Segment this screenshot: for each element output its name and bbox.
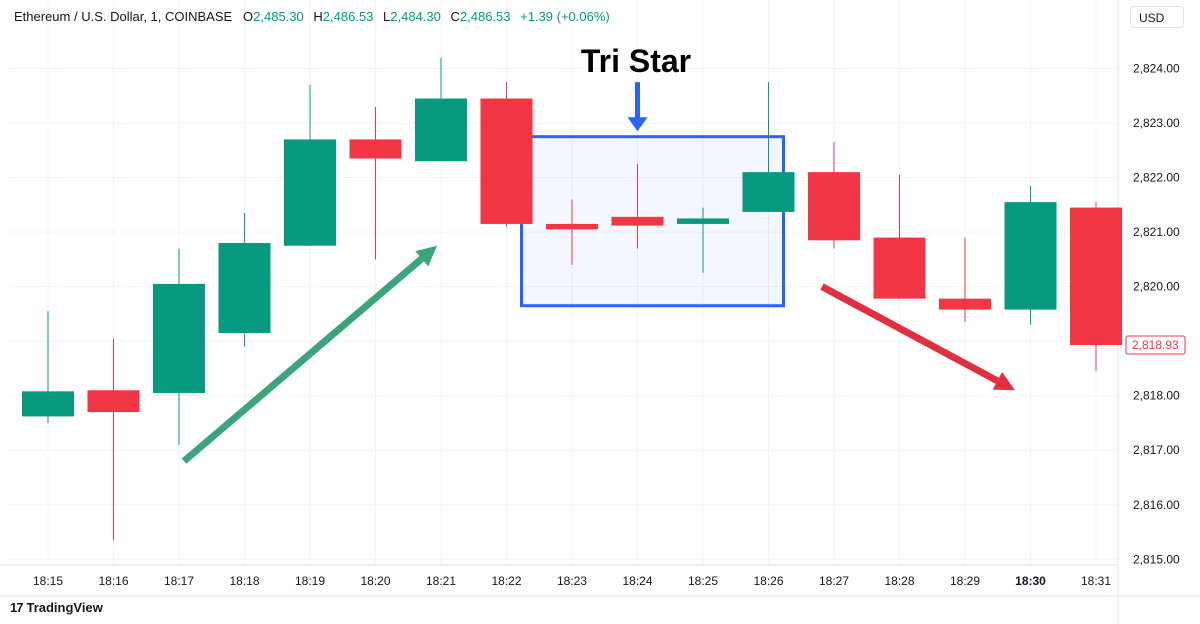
candle-body xyxy=(349,139,402,159)
brand-name: TradingView xyxy=(26,600,103,615)
last-price-tag: 2,818.93 xyxy=(1125,335,1186,355)
candle-body xyxy=(546,223,598,230)
y-tick-label: 2,822.00 xyxy=(1133,171,1180,185)
x-tick-label: 18:25 xyxy=(688,574,718,588)
candle xyxy=(1004,185,1057,325)
last-price-label: 2,818.93 xyxy=(1132,338,1179,352)
x-tick-label: 18:21 xyxy=(426,574,456,588)
open-value: 2,485.30 xyxy=(253,9,304,24)
x-tick-label: 18:29 xyxy=(950,574,980,588)
x-tick-label: 18:19 xyxy=(295,574,325,588)
candle-body xyxy=(611,216,664,226)
candle xyxy=(284,84,336,246)
trend-up-arrow-shaft xyxy=(181,256,425,464)
candle-body xyxy=(1004,202,1057,310)
candle-body xyxy=(87,390,140,413)
y-axis-labels: 2,815.002,816.002,817.002,818.002,819.00… xyxy=(1133,62,1180,567)
trend-down-arrow-head xyxy=(992,371,1015,391)
symbol-name: Ethereum / U.S. Dollar, 1, COINBASE xyxy=(14,9,233,24)
candle xyxy=(87,338,140,541)
candle-body xyxy=(153,283,205,393)
candle xyxy=(939,237,991,323)
x-tick-label: 18:24 xyxy=(622,574,652,588)
high-label: H xyxy=(313,9,323,24)
y-tick-label: 2,821.00 xyxy=(1133,225,1180,239)
candle-body xyxy=(808,172,860,241)
pointer-arrow-head xyxy=(627,117,648,132)
x-tick-label: 18:23 xyxy=(557,574,587,588)
candle xyxy=(808,142,860,249)
candle xyxy=(677,207,729,274)
x-axis-labels: 18:15 18:16 18:17 18:18 18:19 18:20 18:21 18:22… xyxy=(33,574,1111,588)
candle xyxy=(480,82,533,227)
x-tick-label: 18:16 xyxy=(98,574,128,588)
candle xyxy=(218,213,271,347)
low-value: 2,484.30 xyxy=(390,9,441,24)
x-tick-label: 18:20 xyxy=(360,574,390,588)
x-tick-label: 18:18 xyxy=(229,574,259,588)
candle xyxy=(349,106,402,260)
trend-down-arrow-shaft xyxy=(820,283,1000,384)
x-tick-label: 18:22 xyxy=(491,574,521,588)
candle-body xyxy=(22,391,74,417)
x-tick-label: 18:17 xyxy=(164,574,194,588)
tradingview-logo-icon: 17 xyxy=(10,600,24,615)
candle-body xyxy=(677,218,729,224)
high-value: 2,486.53 xyxy=(322,9,374,24)
candle-body xyxy=(939,298,991,310)
candle-body xyxy=(1070,207,1122,345)
tradingview-brand: 17 TradingView xyxy=(10,600,103,615)
x-tick-label: 18:28 xyxy=(884,574,914,588)
candle-body xyxy=(480,98,533,224)
trend-arrows xyxy=(181,82,1015,464)
low-label: L xyxy=(383,9,391,24)
y-tick-label: 2,816.00 xyxy=(1133,498,1180,512)
candle-body xyxy=(415,98,467,162)
candle xyxy=(873,174,926,299)
y-tick-label: 2,818.00 xyxy=(1133,389,1180,403)
x-tick-label: 18:31 xyxy=(1081,574,1111,588)
close-value: 2,486.53 xyxy=(459,9,511,24)
y-tick-label: 2,817.00 xyxy=(1133,443,1180,457)
candle xyxy=(415,57,467,162)
candle-body xyxy=(218,243,271,333)
candle-body xyxy=(873,237,926,299)
candle xyxy=(546,199,598,265)
y-tick-label: 2,820.00 xyxy=(1133,280,1180,294)
candle xyxy=(22,311,74,423)
close-label: C xyxy=(450,9,460,24)
change-value: +1.39 (+0.06%) xyxy=(520,9,610,24)
currency-button[interactable]: USD xyxy=(1130,6,1184,28)
ohlc-legend: Ethereum / U.S. Dollar, 1, COINBASE O2,4… xyxy=(14,9,610,24)
y-tick-label: 2,824.00 xyxy=(1133,62,1180,76)
candle xyxy=(153,248,205,445)
x-tick-label: 18:26 xyxy=(753,574,783,588)
candles xyxy=(22,57,1122,541)
annotation-title: Tri Star xyxy=(581,43,691,79)
trend-up-arrow-head xyxy=(415,245,437,267)
candle-body xyxy=(284,139,336,246)
y-tick-label: 2,823.00 xyxy=(1133,116,1180,130)
x-tick-label: 18:27 xyxy=(819,574,849,588)
candle xyxy=(611,163,664,249)
open-label: O xyxy=(243,9,254,24)
x-tick-label: 18:30 xyxy=(1015,574,1046,588)
candle xyxy=(742,82,795,212)
y-tick-label: 2,815.00 xyxy=(1133,552,1180,566)
x-tick-label: 18:15 xyxy=(33,574,63,588)
candle-body xyxy=(742,172,795,212)
candle xyxy=(1070,202,1122,372)
last-price-box xyxy=(1125,335,1186,355)
